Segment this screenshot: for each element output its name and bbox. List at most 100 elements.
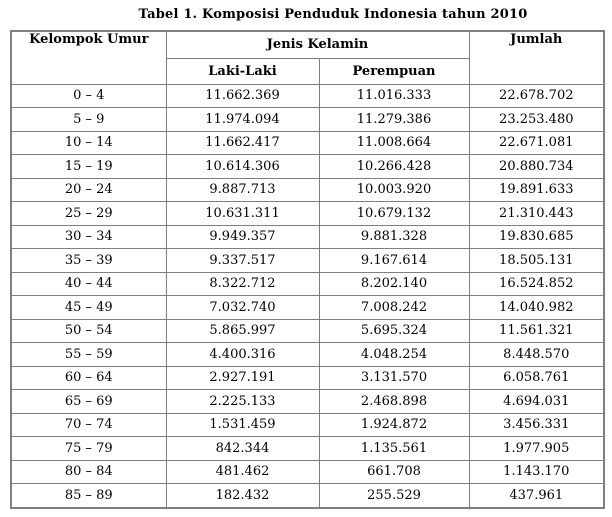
table-row: 40 – 44 8.322.712 8.202.140 16.524.852 <box>10 271 605 296</box>
cell-jumlah: 23.253.480 <box>468 107 605 132</box>
cell-jumlah: 19.891.633 <box>468 177 605 202</box>
cell-perempuan: 11.016.333 <box>318 83 470 108</box>
cell-umur: 25 – 29 <box>10 201 167 226</box>
cell-umur: 50 – 54 <box>10 318 167 343</box>
cell-laki-laki: 182.432 <box>165 483 320 509</box>
table-row: 25 – 29 10.631.311 10.679.132 21.310.443 <box>10 201 605 226</box>
cell-laki-laki: 9.337.517 <box>165 248 320 273</box>
cell-laki-laki: 4.400.316 <box>165 342 320 367</box>
cell-jumlah: 8.448.570 <box>468 342 605 367</box>
cell-umur: 85 – 89 <box>10 483 167 509</box>
table-row: 50 – 54 5.865.997 5.695.324 11.561.321 <box>10 318 605 343</box>
cell-laki-laki: 842.344 <box>165 436 320 461</box>
cell-jumlah: 18.505.131 <box>468 248 605 273</box>
cell-laki-laki: 11.974.094 <box>165 107 320 132</box>
table-row: 70 – 74 1.531.459 1.924.872 3.456.331 <box>10 412 605 437</box>
table-header: Kelompok Umur Jenis Kelamin Jumlah Laki-… <box>10 30 605 85</box>
table-row: 65 – 69 2.225.133 2.468.898 4.694.031 <box>10 389 605 414</box>
cell-umur: 65 – 69 <box>10 389 167 414</box>
cell-jumlah: 1.143.170 <box>468 459 605 484</box>
cell-perempuan: 4.048.254 <box>318 342 470 367</box>
cell-laki-laki: 7.032.740 <box>165 295 320 320</box>
cell-jumlah: 11.561.321 <box>468 318 605 343</box>
cell-perempuan: 3.131.570 <box>318 365 470 390</box>
cell-umur: 35 – 39 <box>10 248 167 273</box>
population-table: Kelompok Umur Jenis Kelamin Jumlah Laki-… <box>10 30 606 509</box>
cell-perempuan: 9.881.328 <box>318 224 470 249</box>
cell-perempuan: 9.167.614 <box>318 248 470 273</box>
cell-umur: 70 – 74 <box>10 412 167 437</box>
cell-perempuan: 661.708 <box>318 459 470 484</box>
cell-umur: 0 – 4 <box>10 83 167 108</box>
cell-perempuan: 10.266.428 <box>318 154 470 179</box>
cell-jumlah: 16.524.852 <box>468 271 605 296</box>
cell-perempuan: 10.679.132 <box>318 201 470 226</box>
cell-umur: 40 – 44 <box>10 271 167 296</box>
cell-umur: 15 – 19 <box>10 154 167 179</box>
table-row: 15 – 19 10.614.306 10.266.428 20.880.734 <box>10 154 605 179</box>
cell-umur: 45 – 49 <box>10 295 167 320</box>
table-title: Tabel 1. Komposisi Penduduk Indonesia ta… <box>138 7 528 22</box>
cell-laki-laki: 9.887.713 <box>165 177 320 202</box>
cell-jumlah: 4.694.031 <box>468 389 605 414</box>
col-header-jenis-kelamin: Jenis Kelamin <box>165 30 470 59</box>
cell-laki-laki: 10.631.311 <box>165 201 320 226</box>
col-header-perempuan: Perempuan <box>318 57 470 85</box>
cell-jumlah: 20.880.734 <box>468 154 605 179</box>
cell-jumlah: 6.058.761 <box>468 365 605 390</box>
table-row: 10 – 14 11.662.417 11.008.664 22.671.081 <box>10 130 605 155</box>
cell-umur: 20 – 24 <box>10 177 167 202</box>
header-row-1: Kelompok Umur Jenis Kelamin Jumlah <box>10 30 605 85</box>
cell-perempuan: 2.468.898 <box>318 389 470 414</box>
cell-jumlah: 1.977.905 <box>468 436 605 461</box>
cell-umur: 30 – 34 <box>10 224 167 249</box>
table-row: 0 – 4 11.662.369 11.016.333 22.678.702 <box>10 83 605 108</box>
cell-perempuan: 10.003.920 <box>318 177 470 202</box>
cell-laki-laki: 9.949.357 <box>165 224 320 249</box>
table-row: 30 – 34 9.949.357 9.881.328 19.830.685 <box>10 224 605 249</box>
cell-laki-laki: 5.865.997 <box>165 318 320 343</box>
cell-umur: 10 – 14 <box>10 130 167 155</box>
table-row: 5 – 9 11.974.094 11.279.386 23.253.480 <box>10 107 605 132</box>
table-row: 45 – 49 7.032.740 7.008.242 14.040.982 <box>10 295 605 320</box>
cell-perempuan: 7.008.242 <box>318 295 470 320</box>
cell-laki-laki: 2.927.191 <box>165 365 320 390</box>
cell-laki-laki: 2.225.133 <box>165 389 320 414</box>
cell-jumlah: 19.830.685 <box>468 224 605 249</box>
cell-perempuan: 11.008.664 <box>318 130 470 155</box>
table-row: 55 – 59 4.400.316 4.048.254 8.448.570 <box>10 342 605 367</box>
cell-jumlah: 3.456.331 <box>468 412 605 437</box>
cell-umur: 5 – 9 <box>10 107 167 132</box>
cell-perempuan: 11.279.386 <box>318 107 470 132</box>
cell-laki-laki: 10.614.306 <box>165 154 320 179</box>
cell-perempuan: 1.924.872 <box>318 412 470 437</box>
cell-umur: 55 – 59 <box>10 342 167 367</box>
col-header-kelompok-umur: Kelompok Umur <box>10 30 167 85</box>
cell-jumlah: 437.961 <box>468 483 605 509</box>
cell-perempuan: 8.202.140 <box>318 271 470 296</box>
table-row: 85 – 89 182.432 255.529 437.961 <box>10 483 605 509</box>
cell-perempuan: 255.529 <box>318 483 470 509</box>
cell-umur: 75 – 79 <box>10 436 167 461</box>
cell-jumlah: 22.678.702 <box>468 83 605 108</box>
table-row: 60 – 64 2.927.191 3.131.570 6.058.761 <box>10 365 605 390</box>
cell-jumlah: 21.310.443 <box>468 201 605 226</box>
col-header-jumlah: Jumlah <box>468 30 605 85</box>
cell-laki-laki: 1.531.459 <box>165 412 320 437</box>
table-row: 80 – 84 481.462 661.708 1.143.170 <box>10 459 605 484</box>
header-row-2: Laki-Laki Perempuan <box>11 57 604 85</box>
cell-jumlah: 22.671.081 <box>468 130 605 155</box>
cell-laki-laki: 11.662.369 <box>165 83 320 108</box>
table-row: 20 – 24 9.887.713 10.003.920 19.891.633 <box>10 177 605 202</box>
col-header-laki-laki: Laki-Laki <box>165 57 320 85</box>
cell-laki-laki: 8.322.712 <box>165 271 320 296</box>
table-row: 75 – 79 842.344 1.135.561 1.977.905 <box>10 436 605 461</box>
cell-umur: 60 – 64 <box>10 365 167 390</box>
cell-perempuan: 1.135.561 <box>318 436 470 461</box>
table-row: 35 – 39 9.337.517 9.167.614 18.505.131 <box>10 248 605 273</box>
cell-laki-laki: 11.662.417 <box>165 130 320 155</box>
table-body: 0 – 4 11.662.369 11.016.333 22.678.702 5 – 9… <box>10 83 605 509</box>
cell-perempuan: 5.695.324 <box>318 318 470 343</box>
cell-umur: 80 – 84 <box>10 459 167 484</box>
